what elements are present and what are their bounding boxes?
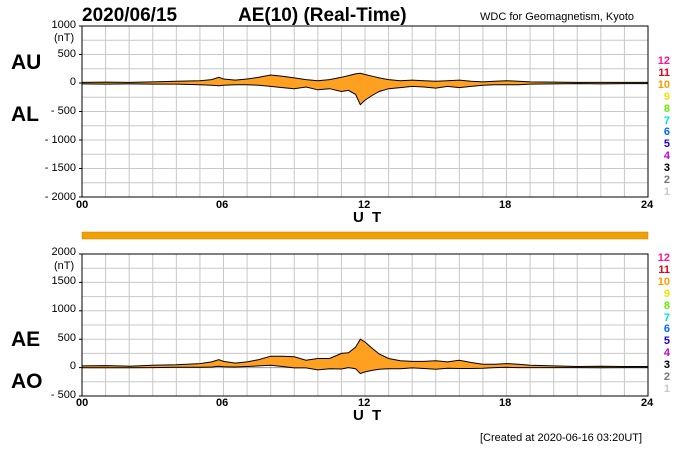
station-legend-8: 8 xyxy=(663,102,670,115)
top-x-tick: 00 xyxy=(76,199,89,211)
station-legend-5: 5 xyxy=(663,138,670,151)
station-legend-3: 3 xyxy=(663,359,670,372)
station-legend-2: 2 xyxy=(663,174,670,186)
station-legend-10: 10 xyxy=(657,78,670,91)
bottom-unit-label: (nT) xyxy=(54,260,75,272)
chart-title: AE(10) (Real-Time) xyxy=(238,5,407,26)
station-legend-10: 10 xyxy=(657,275,670,288)
bottom-x-tick: 24 xyxy=(641,397,654,409)
top-x-tick: 24 xyxy=(641,199,654,211)
station-legend-3: 3 xyxy=(663,162,670,175)
station-legend-9: 9 xyxy=(663,287,670,300)
station-legend-1: 1 xyxy=(663,185,670,198)
top-y-tick: - 500 xyxy=(50,105,76,117)
created-timestamp: [Created at 2020-06-16 03:20UT] xyxy=(480,432,643,444)
station-legend-6: 6 xyxy=(663,323,670,336)
top-y-tick: - 1500 xyxy=(44,162,76,174)
bottom-band-fill xyxy=(82,339,648,374)
series-au-line xyxy=(81,72,648,83)
ao-label: AO xyxy=(11,370,43,393)
organization-label: WDC for Geomagnetism, Kyoto xyxy=(480,11,635,23)
bottom-y-tick: 2000 xyxy=(51,246,76,258)
station-legend-11: 11 xyxy=(658,66,670,79)
station-legend-6: 6 xyxy=(663,126,670,139)
top-x-tick: 18 xyxy=(499,199,512,211)
bottom-x-tick: 06 xyxy=(216,397,229,409)
station-legend-2: 2 xyxy=(663,371,670,383)
bottom-x-tick: 18 xyxy=(499,397,512,409)
au-label: AU xyxy=(11,51,42,74)
station-legend-7: 7 xyxy=(663,114,670,127)
station-legend-7: 7 xyxy=(663,311,670,324)
top-unit-label: (nT) xyxy=(54,32,75,44)
top-x-tick: 12 xyxy=(358,199,371,211)
bottom-x-tick: 12 xyxy=(358,397,371,409)
top-y-tick: - 1000 xyxy=(44,134,76,146)
series-ae-line xyxy=(81,338,648,368)
bottom-y-tick: 500 xyxy=(57,332,76,344)
station-legend-1: 1 xyxy=(663,382,670,395)
station-legend-12: 12 xyxy=(657,55,670,67)
station-legend-11: 11 xyxy=(658,263,670,276)
series-ao-line xyxy=(82,364,648,375)
station-legend-4: 4 xyxy=(663,150,670,163)
bottom-plot-frame xyxy=(81,253,649,397)
top-y-tick: 0 xyxy=(69,76,76,88)
station-legend-4: 4 xyxy=(663,347,670,360)
top-y-tick: 1000 xyxy=(51,19,76,31)
date-label: 2020/06/15 xyxy=(82,5,178,26)
bottom-x-axis-label: U T xyxy=(353,407,384,424)
top-x-tick: 06 xyxy=(216,199,229,211)
bottom-x-tick: 00 xyxy=(76,397,89,409)
station-status-bar xyxy=(81,231,649,240)
series-al-line xyxy=(81,83,648,106)
bottom-y-tick: 0 xyxy=(69,360,76,372)
top-x-axis-label: U T xyxy=(353,209,384,226)
top-y-tick: 500 xyxy=(57,48,76,60)
bottom-y-tick: 1500 xyxy=(51,275,76,287)
station-legend-12: 12 xyxy=(657,252,670,264)
bottom-y-tick: - 500 xyxy=(50,389,76,401)
station-legend-9: 9 xyxy=(663,90,670,103)
top-y-tick: - 2000 xyxy=(44,191,76,203)
ae-label: AE xyxy=(11,328,41,351)
al-label: AL xyxy=(11,103,39,126)
station-legend-5: 5 xyxy=(663,335,670,348)
bottom-y-tick: 1000 xyxy=(51,303,76,315)
station-legend-8: 8 xyxy=(663,299,670,312)
